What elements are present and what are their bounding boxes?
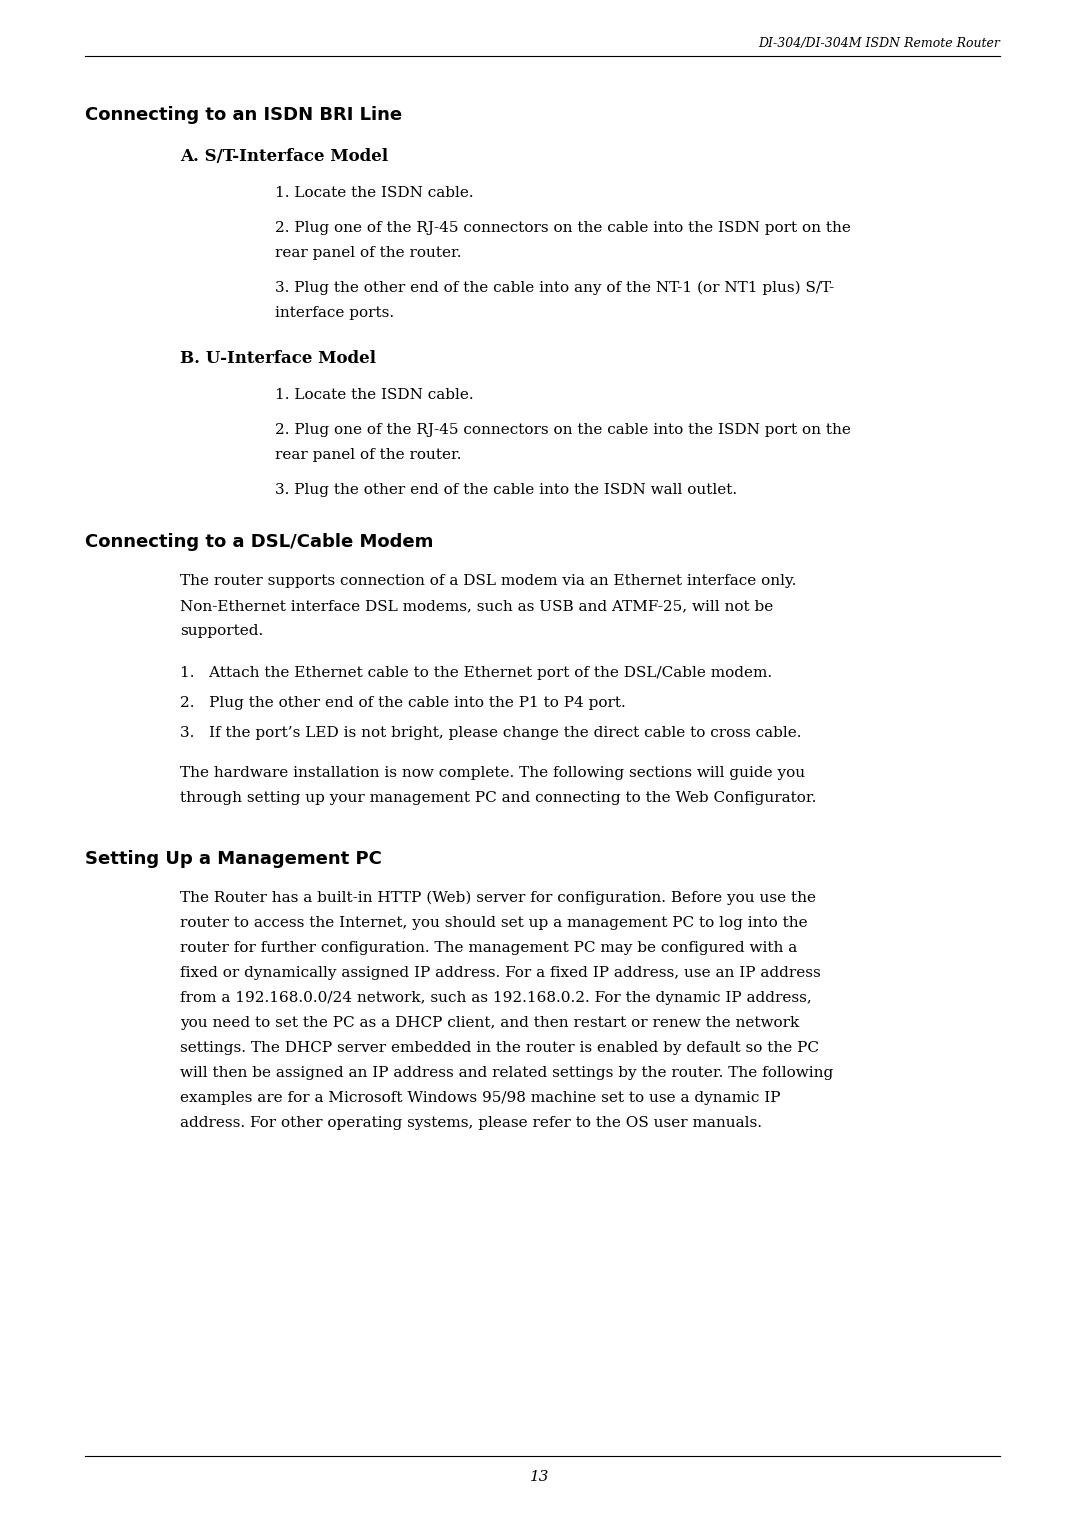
Text: supported.: supported.: [180, 623, 264, 639]
Text: 1. Locate the ISDN cable.: 1. Locate the ISDN cable.: [275, 186, 474, 200]
Text: 1. Locate the ISDN cable.: 1. Locate the ISDN cable.: [275, 388, 474, 402]
Text: 2. Plug one of the RJ-45 connectors on the cable into the ISDN port on the: 2. Plug one of the RJ-45 connectors on t…: [275, 222, 851, 235]
Text: The Router has a built-in HTTP (Web) server for configuration. Before you use th: The Router has a built-in HTTP (Web) ser…: [180, 891, 816, 906]
Text: 2.   Plug the other end of the cable into the P1 to P4 port.: 2. Plug the other end of the cable into …: [180, 695, 625, 711]
Text: you need to set the PC as a DHCP client, and then restart or renew the network: you need to set the PC as a DHCP client,…: [180, 1016, 799, 1030]
Text: 13: 13: [530, 1470, 550, 1484]
Text: router to access the Internet, you should set up a management PC to log into the: router to access the Internet, you shoul…: [180, 915, 808, 931]
Text: rear panel of the router.: rear panel of the router.: [275, 448, 461, 461]
Text: The hardware installation is now complete. The following sections will guide you: The hardware installation is now complet…: [180, 766, 805, 779]
Text: settings. The DHCP server embedded in the router is enabled by default so the PC: settings. The DHCP server embedded in th…: [180, 1041, 819, 1054]
Text: router for further configuration. The management PC may be configured with a: router for further configuration. The ma…: [180, 941, 797, 955]
Text: Connecting to a DSL/Cable Modem: Connecting to a DSL/Cable Modem: [85, 533, 433, 552]
Text: Non-Ethernet interface DSL modems, such as USB and ATMF-25, will not be: Non-Ethernet interface DSL modems, such …: [180, 599, 773, 613]
Text: B. U-Interface Model: B. U-Interface Model: [180, 350, 376, 367]
Text: examples are for a Microsoft Windows 95/98 machine set to use a dynamic IP: examples are for a Microsoft Windows 95/…: [180, 1091, 781, 1105]
Text: Setting Up a Management PC: Setting Up a Management PC: [85, 850, 382, 868]
Text: from a 192.168.0.0/24 network, such as 192.168.0.2. For the dynamic IP address,: from a 192.168.0.0/24 network, such as 1…: [180, 992, 812, 1005]
Text: 3. Plug the other end of the cable into any of the NT-1 (or NT1 plus) S/T-: 3. Plug the other end of the cable into …: [275, 281, 834, 295]
Text: 2. Plug one of the RJ-45 connectors on the cable into the ISDN port on the: 2. Plug one of the RJ-45 connectors on t…: [275, 423, 851, 437]
Text: 3. Plug the other end of the cable into the ISDN wall outlet.: 3. Plug the other end of the cable into …: [275, 483, 738, 497]
Text: rear panel of the router.: rear panel of the router.: [275, 246, 461, 260]
Text: address. For other operating systems, please refer to the OS user manuals.: address. For other operating systems, pl…: [180, 1115, 762, 1131]
Text: The router supports connection of a DSL modem via an Ethernet interface only.: The router supports connection of a DSL …: [180, 575, 796, 588]
Text: Connecting to an ISDN BRI Line: Connecting to an ISDN BRI Line: [85, 105, 402, 124]
Text: 3.   If the port’s LED is not bright, please change the direct cable to cross ca: 3. If the port’s LED is not bright, plea…: [180, 726, 801, 740]
Text: 1.   Attach the Ethernet cable to the Ethernet port of the DSL/Cable modem.: 1. Attach the Ethernet cable to the Ethe…: [180, 666, 772, 680]
Text: A. S/T-Interface Model: A. S/T-Interface Model: [180, 148, 388, 165]
Text: through setting up your management PC and connecting to the Web Configurator.: through setting up your management PC an…: [180, 792, 816, 805]
Text: DI-304/DI-304M ISDN Remote Router: DI-304/DI-304M ISDN Remote Router: [758, 37, 1000, 50]
Text: fixed or dynamically assigned IP address. For a fixed IP address, use an IP addr: fixed or dynamically assigned IP address…: [180, 966, 821, 979]
Text: interface ports.: interface ports.: [275, 306, 394, 319]
Text: will then be assigned an IP address and related settings by the router. The foll: will then be assigned an IP address and …: [180, 1067, 834, 1080]
